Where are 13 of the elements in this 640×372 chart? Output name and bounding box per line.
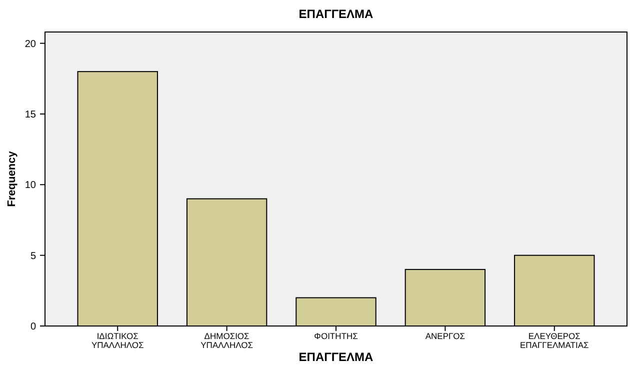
x-tick-label: ΑΝΕΡΓΟΣ: [425, 331, 466, 341]
y-tick-label: 10: [24, 180, 36, 192]
y-tick-label: 15: [24, 109, 36, 120]
y-tick-label: 20: [24, 38, 36, 50]
x-tick-label: ΦΟΙΤΗΤΗΣ: [314, 331, 358, 341]
x-axis-title: ΕΠΑΓΓΕΛΜΑ: [298, 350, 374, 364]
x-tick-label: ΙΔΙΩΤΙΚΟΣ ΥΠΑΛΛΗΛΟΣ: [91, 331, 144, 350]
x-tick-label: ΔΗΜΟΣΙΟΣ ΥΠΑΛΛΗΛΟΣ: [200, 331, 253, 350]
y-tick-label: 0: [30, 322, 36, 332]
y-tick-label: 5: [30, 250, 36, 262]
x-tick-label: ΕΛΕΥΘΕΡΟΣ ΕΠΑΓΓΕΛΜΑΤΙΑΣ: [520, 331, 589, 350]
y-axis-title: Frequency: [6, 150, 18, 207]
chart-title: ΕΠΑΓΓΕΛΜΑ: [298, 7, 374, 21]
